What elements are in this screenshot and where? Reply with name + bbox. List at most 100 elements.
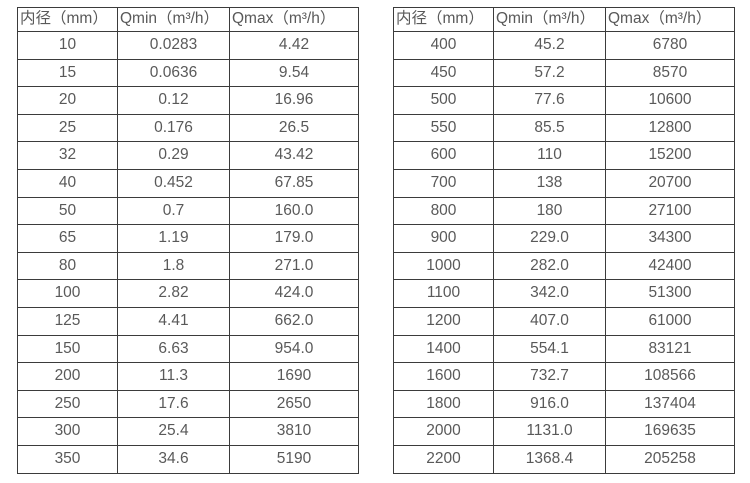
table-cell: 1100 — [393, 279, 494, 308]
table-cell: 4.41 — [117, 306, 230, 336]
table-cell: 1400 — [393, 334, 494, 364]
table-row: 1400 554.1 83121 — [393, 334, 735, 364]
table-row: 150 6.63 954.0 — [17, 334, 359, 364]
flow-spec-table-left: 内径（mm） Qmin（m³/h） Qmax（m³/h） 10 0.0283 4.4… — [17, 7, 359, 474]
table-header: 内径（mm） Qmin（m³/h） Qmax（m³/h） — [17, 7, 359, 32]
table-row: 125 4.41 662.0 — [17, 306, 359, 336]
table-cell: 1368.4 — [493, 444, 606, 474]
table-row: 550 85.5 12800 — [393, 113, 735, 143]
table-cell: 900 — [393, 224, 494, 253]
table-cell: 600 — [393, 141, 494, 170]
table-cell: 2000 — [393, 417, 494, 446]
table-row: 700 138 20700 — [393, 168, 735, 198]
table-cell: 138 — [493, 168, 606, 198]
table-cell: 1000 — [393, 251, 494, 281]
table-row: 10 0.0283 4.42 — [17, 31, 359, 60]
table-cell: 1600 — [393, 362, 494, 391]
table-cell: 43.42 — [229, 141, 359, 170]
table-row: 32 0.29 43.42 — [17, 141, 359, 170]
table-row: 2200 1368.4 205258 — [393, 444, 735, 474]
table-cell: 662.0 — [229, 306, 359, 336]
table-cell: 85.5 — [493, 113, 606, 143]
table-cell: 10 — [17, 31, 118, 60]
table-row: 500 77.6 10600 — [393, 86, 735, 115]
table-cell: 282.0 — [493, 251, 606, 281]
table-cell: 65 — [17, 224, 118, 253]
table-cell: 0.12 — [117, 86, 230, 115]
table-cell: 12800 — [605, 113, 735, 143]
table-cell: 400 — [393, 31, 494, 60]
table-header: 内径（mm） Qmin（m³/h） Qmax（m³/h） — [393, 7, 735, 32]
table-cell: 45.2 — [493, 31, 606, 60]
table-cell: 916.0 — [493, 389, 606, 419]
table-row: 65 1.19 179.0 — [17, 224, 359, 253]
table-cell: 0.452 — [117, 168, 230, 198]
table-row: 25 0.176 26.5 — [17, 113, 359, 143]
table-row: 800 180 27100 — [393, 196, 735, 226]
table-cell: 80 — [17, 251, 118, 281]
table-cell: 25 — [17, 113, 118, 143]
table-cell: 15 — [17, 58, 118, 88]
table-cell: 108566 — [605, 362, 735, 391]
table-cell: 350 — [17, 444, 118, 474]
table-cell: 1131.0 — [493, 417, 606, 446]
table-cell: 8570 — [605, 58, 735, 88]
table-body: 10 0.0283 4.42 15 0.0636 9.54 20 0.12 16.96 25 0.1… — [17, 31, 359, 474]
flow-spec-table-right: 内径（mm） Qmin（m³/h） Qmax（m³/h） 400 45.2 6780… — [393, 7, 735, 474]
table-cell: 10600 — [605, 86, 735, 115]
table-cell: 732.7 — [493, 362, 606, 391]
table-cell: 3810 — [229, 417, 359, 446]
table-cell: 50 — [17, 196, 118, 226]
table-cell: 0.0283 — [117, 31, 230, 60]
table-cell: 34300 — [605, 224, 735, 253]
table-cell: 15200 — [605, 141, 735, 170]
table-cell: 271.0 — [229, 251, 359, 281]
table-cell: 61000 — [605, 306, 735, 336]
table-row: 300 25.4 3810 — [17, 417, 359, 446]
table-row: 350 34.6 5190 — [17, 444, 359, 474]
table-row: 450 57.2 8570 — [393, 58, 735, 88]
column-header-diameter: 内径（mm） — [17, 7, 118, 32]
table-cell: 34.6 — [117, 444, 230, 474]
table-row: 50 0.7 160.0 — [17, 196, 359, 226]
table-cell: 0.176 — [117, 113, 230, 143]
table-cell: 32 — [17, 141, 118, 170]
table-row: 900 229.0 34300 — [393, 224, 735, 253]
table-cell: 700 — [393, 168, 494, 198]
table-cell: 169635 — [605, 417, 735, 446]
table-cell: 954.0 — [229, 334, 359, 364]
tables-container: 内径（mm） Qmin（m³/h） Qmax（m³/h） 10 0.0283 4.4… — [17, 7, 735, 474]
table-cell: 150 — [17, 334, 118, 364]
table-cell: 500 — [393, 86, 494, 115]
table-cell: 2200 — [393, 444, 494, 474]
table-cell: 5190 — [229, 444, 359, 474]
table-cell: 1800 — [393, 389, 494, 419]
table-cell: 100 — [17, 279, 118, 308]
table-cell: 42400 — [605, 251, 735, 281]
table-cell: 83121 — [605, 334, 735, 364]
table-cell: 424.0 — [229, 279, 359, 308]
column-header-qmax: Qmax（m³/h） — [605, 7, 735, 32]
table-cell: 450 — [393, 58, 494, 88]
column-header-diameter: 内径（mm） — [393, 7, 494, 32]
table-cell: 300 — [17, 417, 118, 446]
table-row: 80 1.8 271.0 — [17, 251, 359, 281]
table-row: 1100 342.0 51300 — [393, 279, 735, 308]
table-row: 40 0.452 67.85 — [17, 168, 359, 198]
table-cell: 20700 — [605, 168, 735, 198]
table-cell: 200 — [17, 362, 118, 391]
table-cell: 125 — [17, 306, 118, 336]
table-cell: 26.5 — [229, 113, 359, 143]
table-cell: 2.82 — [117, 279, 230, 308]
table-cell: 16.96 — [229, 86, 359, 115]
table-cell: 2650 — [229, 389, 359, 419]
table-row: 1600 732.7 108566 — [393, 362, 735, 391]
table-cell: 110 — [493, 141, 606, 170]
table-cell: 179.0 — [229, 224, 359, 253]
table-row: 100 2.82 424.0 — [17, 279, 359, 308]
table-cell: 137404 — [605, 389, 735, 419]
table-cell: 554.1 — [493, 334, 606, 364]
table-cell: 407.0 — [493, 306, 606, 336]
table-body: 400 45.2 6780 450 57.2 8570 500 77.6 10600 550 85.… — [393, 31, 735, 474]
